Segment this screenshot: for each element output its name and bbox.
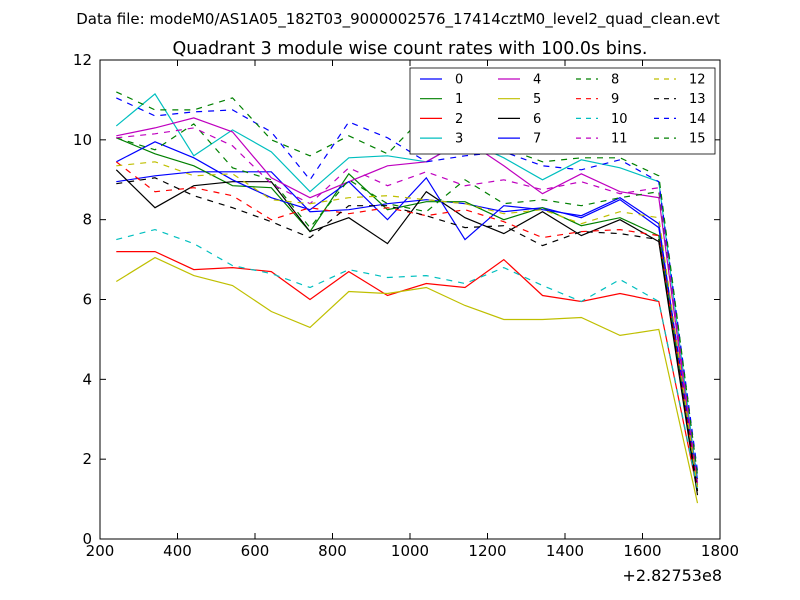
x-tick-label: 1400 xyxy=(546,542,584,560)
x-tick-label: 1200 xyxy=(468,542,506,560)
x-tick-label: 1000 xyxy=(391,542,429,560)
legend-label-14: 14 xyxy=(689,112,706,127)
legend-box xyxy=(409,67,716,155)
series-line-13 xyxy=(116,177,699,492)
legend-label-8: 8 xyxy=(611,73,619,88)
y-tick-label: 6 xyxy=(82,291,92,309)
series-line-1 xyxy=(116,137,699,488)
series-line-6 xyxy=(115,169,699,496)
legend-label-1: 1 xyxy=(455,92,463,107)
x-tick-label: 1800 xyxy=(701,542,739,560)
series-line-8 xyxy=(116,123,699,480)
y-tick-label: 4 xyxy=(82,370,92,388)
legend-label-10: 10 xyxy=(611,112,628,127)
legend-label-15: 15 xyxy=(689,132,706,147)
series-line-5 xyxy=(115,256,699,504)
x-tick-label: 800 xyxy=(318,542,347,560)
series-line-7 xyxy=(116,141,699,486)
series-line-4 xyxy=(116,117,699,488)
data-file-label: Data file: modeM0/AS1A05_182T03_90000025… xyxy=(76,10,720,29)
series-line-3 xyxy=(115,93,699,484)
legend-label-12: 12 xyxy=(689,73,706,88)
legend-label-0: 0 xyxy=(455,73,463,88)
series-line-12 xyxy=(116,161,699,488)
legend-label-9: 9 xyxy=(611,92,619,107)
x-tick-label: 200 xyxy=(86,542,115,560)
series-line-11 xyxy=(116,127,699,484)
legend-label-11: 11 xyxy=(611,132,628,147)
legend-label-3: 3 xyxy=(455,132,463,147)
y-tick-label: 10 xyxy=(73,131,92,149)
y-tick-label: 12 xyxy=(73,51,92,69)
x-tick-label: 400 xyxy=(163,542,192,560)
x-tick-label: 600 xyxy=(241,542,270,560)
series-line-14 xyxy=(116,97,699,472)
y-tick-label: 8 xyxy=(82,211,92,229)
x-tick-label: 1600 xyxy=(623,542,661,560)
y-tick-label: 0 xyxy=(82,530,92,548)
legend-label-7: 7 xyxy=(533,132,541,147)
legend-label-4: 4 xyxy=(533,73,541,88)
axis-ticks: 200 400 600 800 1000 1200 1400 1600 180002468101… xyxy=(73,51,739,560)
legend-label-2: 2 xyxy=(455,112,463,127)
x-axis-offset-label: +2.82753e8 xyxy=(622,566,722,585)
series-line-0 xyxy=(116,171,699,480)
series-line-2 xyxy=(116,251,699,492)
legend-label-6: 6 xyxy=(533,112,541,127)
legend-label-5: 5 xyxy=(533,92,541,107)
legend-label-13: 13 xyxy=(689,92,706,107)
series-line-15 xyxy=(116,91,699,476)
y-tick-label: 2 xyxy=(82,450,92,468)
chart-title: Quadrant 3 module wise count rates with … xyxy=(173,39,648,59)
